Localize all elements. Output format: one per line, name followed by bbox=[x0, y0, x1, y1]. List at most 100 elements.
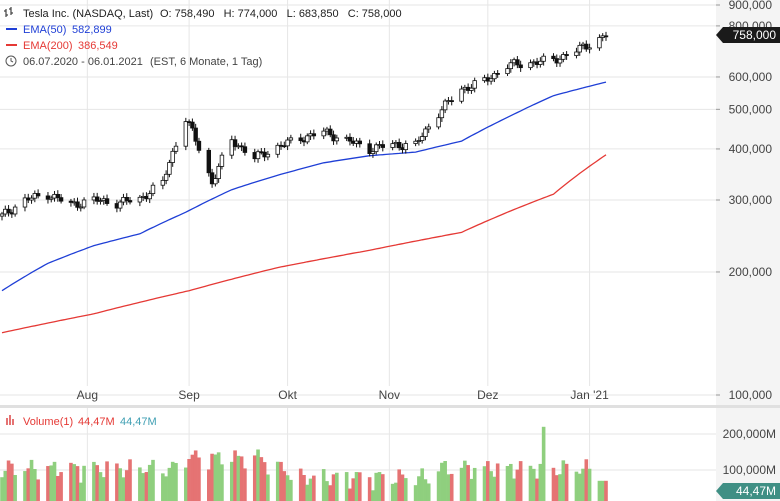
candle-body bbox=[449, 100, 454, 103]
date-tick-label: Dez bbox=[477, 388, 498, 402]
volume-bar bbox=[436, 471, 441, 501]
volume-bar bbox=[325, 481, 329, 501]
volume-bar bbox=[151, 459, 155, 501]
volume-bar bbox=[46, 466, 50, 501]
candle-body bbox=[239, 145, 244, 148]
candle-body bbox=[357, 140, 363, 145]
candle-body bbox=[196, 140, 202, 151]
candle-body bbox=[587, 47, 592, 50]
volume-bar bbox=[10, 463, 14, 501]
grid bbox=[0, 0, 716, 396]
volume-bar bbox=[413, 485, 418, 501]
volume-bar bbox=[400, 474, 405, 501]
volume-bar bbox=[472, 467, 477, 501]
volume-bar bbox=[298, 468, 303, 501]
date-tick-label: Okt bbox=[278, 388, 297, 402]
volume-bar bbox=[335, 472, 339, 501]
candle-body bbox=[495, 73, 500, 75]
volume-bar bbox=[446, 474, 451, 501]
volume-bar bbox=[184, 467, 188, 501]
candle-body bbox=[298, 137, 303, 142]
volume-bar bbox=[52, 461, 57, 501]
bars-icon[interactable] bbox=[4, 7, 13, 17]
volume-bar bbox=[98, 472, 103, 501]
volume-bar bbox=[348, 488, 352, 501]
candle-body bbox=[439, 109, 445, 119]
price-tick-label: 500,000 bbox=[729, 102, 773, 116]
candle-body bbox=[584, 43, 589, 50]
ema50-value: 582,899 bbox=[72, 24, 112, 36]
candle-body bbox=[81, 199, 87, 208]
volume-bar bbox=[531, 468, 536, 501]
volume-bar bbox=[492, 476, 497, 501]
volume-bar bbox=[115, 463, 119, 501]
volume-bar bbox=[584, 459, 589, 501]
candle-body bbox=[334, 137, 340, 142]
volume-bar bbox=[275, 461, 280, 501]
panel-divider bbox=[0, 405, 780, 408]
volume-bar bbox=[59, 472, 63, 501]
date-axis: Aug Sep Okt Nov Dez Jan '21 bbox=[77, 388, 609, 402]
volume-bar bbox=[56, 475, 60, 501]
volume-bar bbox=[390, 483, 395, 501]
volume-bar bbox=[187, 459, 191, 501]
volume-bar bbox=[0, 477, 4, 501]
candle-body bbox=[173, 145, 179, 152]
volume-bar bbox=[466, 465, 470, 501]
volume-bar bbox=[252, 455, 257, 501]
candle-body bbox=[423, 128, 428, 137]
volume-legend: Volume(1) 44,47M 44,47M bbox=[6, 415, 157, 428]
volume-bar bbox=[351, 478, 356, 501]
ema50-path bbox=[1, 81, 607, 292]
clock-icon bbox=[5, 55, 17, 67]
candle-body bbox=[564, 54, 569, 56]
volume-bar bbox=[558, 474, 562, 501]
volume-badge: 44,47M bbox=[716, 483, 780, 499]
candle-body bbox=[305, 135, 310, 143]
volume-bar bbox=[193, 450, 198, 501]
candle-body bbox=[557, 58, 563, 64]
candle-body bbox=[275, 144, 280, 155]
volume-bar bbox=[443, 461, 447, 501]
candle-body bbox=[75, 201, 80, 208]
candle-body bbox=[216, 165, 221, 179]
symbol-title: Tesla Inc. (NASDAQ, Last) bbox=[23, 8, 153, 20]
candle-body bbox=[347, 136, 353, 142]
candle-body bbox=[328, 128, 333, 136]
volume-bar bbox=[289, 479, 293, 501]
volume-bars bbox=[0, 426, 608, 501]
ohlc-values: O: 758,490 H: 774,000 L: 683,850 C: 758,… bbox=[160, 8, 402, 20]
volume-bar bbox=[509, 463, 513, 501]
chart-legend: Tesla Inc. (NASDAQ, Last) O: 758,490 H: … bbox=[4, 7, 402, 68]
candle-body bbox=[311, 133, 317, 137]
volume-bar bbox=[423, 479, 428, 501]
candle-body bbox=[515, 59, 520, 66]
candle-body bbox=[574, 51, 579, 56]
volume-bar bbox=[49, 465, 54, 501]
volume-bar bbox=[197, 457, 201, 501]
volume-bar bbox=[82, 465, 86, 501]
volume-bar bbox=[266, 474, 270, 501]
candle-body bbox=[229, 139, 234, 156]
volume-bar bbox=[463, 460, 467, 501]
candle-body bbox=[469, 87, 474, 91]
volume-bar bbox=[541, 426, 546, 501]
volume-bar bbox=[233, 450, 237, 501]
candle-body bbox=[255, 151, 261, 160]
candle-body bbox=[147, 193, 152, 200]
candle-body bbox=[597, 37, 602, 49]
ema200-path bbox=[1, 154, 607, 334]
candle-body bbox=[538, 60, 543, 65]
volume-bar bbox=[426, 483, 431, 501]
volume-bar bbox=[564, 463, 569, 501]
volume-bar bbox=[282, 471, 287, 501]
candle-body bbox=[288, 137, 294, 141]
volume-bar bbox=[528, 465, 533, 501]
candle-body bbox=[488, 78, 494, 82]
volume-bar bbox=[147, 464, 152, 501]
candle-body bbox=[167, 162, 172, 175]
candle-body bbox=[459, 88, 464, 102]
candle-body bbox=[0, 213, 5, 217]
candle-body bbox=[367, 143, 372, 154]
candle-body bbox=[603, 35, 609, 38]
